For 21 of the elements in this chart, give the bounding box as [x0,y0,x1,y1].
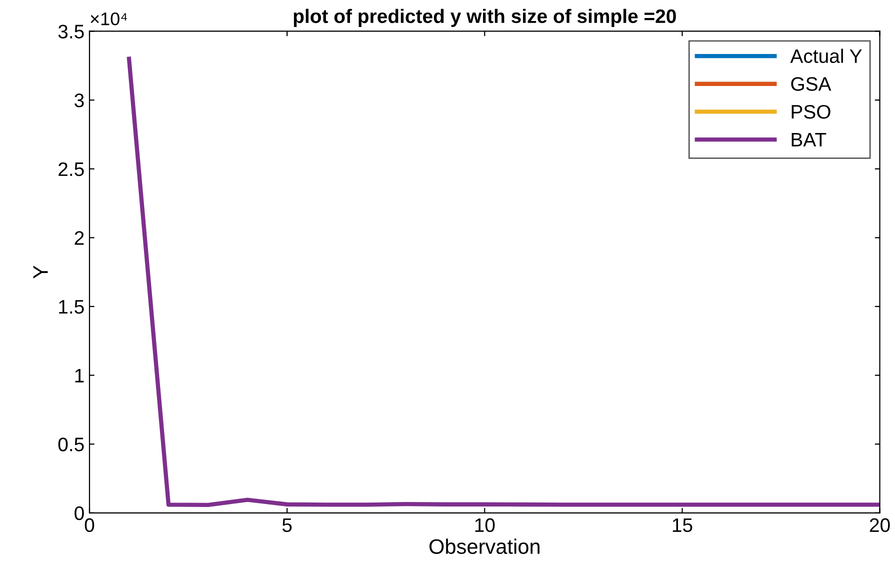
x-axis-title: Observation [429,538,540,554]
y-tick-label: 2 [74,231,84,245]
x-tick-label: 0 [84,518,94,532]
legend-label: Actual Y [790,48,862,64]
y-tick-label: 0.5 [58,438,84,452]
y-tick-label: 3 [74,94,84,108]
y-tick-label: 1.5 [59,300,84,314]
legend-label: GSA [791,77,832,91]
x-tick-label: 15 [672,518,692,532]
y-tick-label: 0 [74,506,84,520]
y-tick-label: 3.5 [58,24,84,38]
y-tick-label: 2.5 [58,162,84,176]
text: ×10⁴ [90,12,127,26]
chart-title: plot of predicted y with size of simple =20 [294,8,676,27]
x-tick-label: 20 [870,518,890,532]
y-tick-label: 1 [75,368,84,382]
y-axis-title: Y [33,266,48,279]
x-tick-label: 10 [475,518,495,532]
legend-label: PSO [792,104,830,119]
x-tick-label: 5 [282,518,292,532]
legend-label: BAT [792,133,826,146]
